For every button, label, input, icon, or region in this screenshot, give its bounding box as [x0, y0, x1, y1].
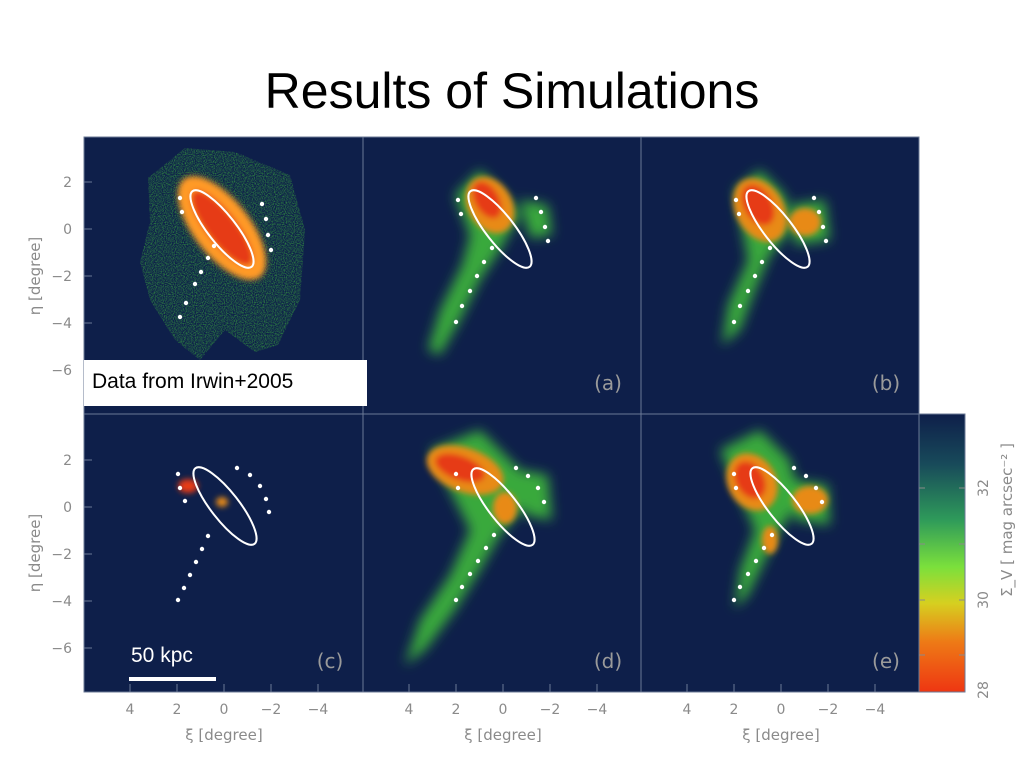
orbit-markers	[453, 195, 551, 325]
star-core	[177, 176, 267, 280]
y-tick: −4	[51, 316, 72, 332]
y-tick: −2	[51, 269, 72, 285]
y-tick: −6	[51, 641, 72, 657]
x-axis-label-left: ξ [degree]	[185, 726, 262, 744]
disc-ellipse	[189, 189, 255, 269]
disc-ellipse	[470, 467, 536, 547]
disc-ellipse	[192, 466, 258, 546]
star-core	[178, 479, 228, 507]
x-tick: 4	[683, 702, 692, 718]
x-tick: 4	[405, 702, 414, 718]
colorbar-tick-32: 32	[976, 479, 992, 497]
panel-b	[641, 137, 919, 414]
x-tick: 2	[173, 702, 182, 718]
x-tick-labels-left: 4 2 0 −2 −4	[126, 702, 329, 718]
x-tick: −4	[587, 702, 608, 718]
y-tick: −2	[51, 547, 72, 563]
x-tick: −4	[865, 702, 886, 718]
colorbar-label: Σ_V [ mag arcsec⁻² ]	[998, 443, 1017, 597]
x-tick: −2	[818, 702, 839, 718]
y-axis-label-top: η [degree]	[26, 237, 44, 316]
panel-a	[363, 137, 641, 414]
orbit-markers	[731, 195, 829, 325]
y-tick-labels-bottom: 2 0 −2 −4 −6	[51, 453, 72, 657]
y-tick: 0	[63, 222, 72, 238]
data-source-caption: Data from Irwin+2005	[84, 360, 367, 406]
x-tick: 4	[126, 702, 135, 718]
x-tick: −4	[308, 702, 329, 718]
panel-label-a: (a)	[594, 371, 622, 395]
colorbar-tick-28: 28	[976, 681, 992, 699]
disc-ellipse	[745, 189, 811, 269]
x-tick: −2	[261, 702, 282, 718]
slide-title: Results of Simulations	[264, 63, 760, 119]
x-tick: 0	[220, 702, 229, 718]
panel-label-b: (b)	[872, 371, 900, 395]
y-tick: 2	[63, 175, 72, 191]
x-tick: 0	[777, 702, 786, 718]
x-tick: 0	[499, 702, 508, 718]
colorbar-tick-30: 30	[976, 591, 992, 609]
x-tick: −2	[540, 702, 561, 718]
y-tick: 2	[63, 453, 72, 469]
orbit-markers	[453, 465, 547, 603]
colorbar: 32 30 28 Σ_V [ mag arcsec⁻² ]	[918, 413, 1017, 699]
y-axis-label-bottom: η [degree]	[26, 514, 44, 593]
x-tick-labels-middle: 4 2 0 −2 −4	[405, 702, 608, 718]
panel-c	[84, 414, 363, 692]
x-tick: 2	[730, 702, 739, 718]
x-axis-label-middle: ξ [degree]	[464, 726, 541, 744]
disc-ellipse	[467, 189, 533, 269]
orbit-markers	[175, 465, 272, 603]
x-axis-label-right: ξ [degree]	[742, 726, 819, 744]
panel-label-d: (d)	[594, 649, 622, 673]
panel-label-e: (e)	[872, 649, 900, 673]
orbit-markers	[731, 465, 825, 603]
disc-ellipse	[749, 466, 815, 546]
y-tick: −6	[51, 363, 72, 379]
x-tick-labels-right: 4 2 0 −2 −4	[683, 702, 886, 718]
orbit-markers	[177, 195, 274, 320]
panel-e	[641, 414, 919, 692]
scale-bar	[129, 677, 216, 681]
colorbar-gradient	[918, 413, 966, 693]
y-tick: −4	[51, 594, 72, 610]
y-tick: 0	[63, 500, 72, 516]
star-core	[426, 445, 517, 524]
axis-ticks	[84, 181, 876, 692]
y-tick-labels-top: 2 0 −2 −4 −6	[51, 175, 72, 379]
x-tick: 2	[452, 702, 461, 718]
star-core	[733, 178, 821, 242]
panel-label-c: (c)	[317, 649, 344, 673]
panel-d	[363, 414, 641, 692]
scale-bar-label: 50 kpc	[131, 644, 193, 667]
